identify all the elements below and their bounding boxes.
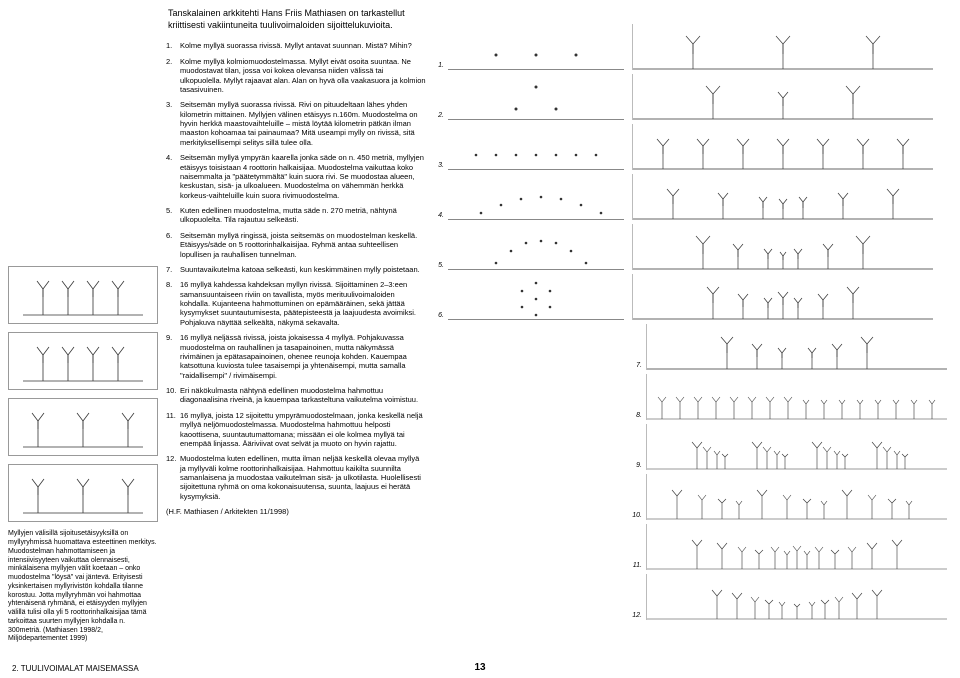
list-item: Muodostelma kuten edellinen, mutta ilman… [166, 454, 426, 501]
fig-number: 11. [632, 561, 642, 570]
elevation-column: 7. 8. // row of 16 small turbines [632, 6, 960, 672]
elev-fig-3 [632, 124, 960, 170]
list-item: 16 myllyä, joista 12 sijoitettu ympyrämu… [166, 411, 426, 449]
fig-number: 1. [434, 61, 444, 70]
elev-row [632, 274, 960, 320]
plan-row: 1. [434, 24, 624, 70]
list-item: 16 myllyä neljässä rivissä, joista jokai… [166, 333, 426, 380]
elev-fig-10 [646, 474, 960, 520]
turbine-row-icon [23, 399, 143, 455]
elev-fig-2 [632, 74, 960, 120]
list-item: Eri näkökulmasta nähtynä edellinen muodo… [166, 386, 426, 405]
plan-fig-2 [448, 74, 624, 120]
turbine-row-icon [23, 465, 143, 521]
fig-number: 7. [632, 361, 642, 370]
sidebar-ill-2 [8, 332, 158, 390]
elev-fig-6 [632, 274, 960, 320]
fig-number: 6. [434, 311, 444, 320]
plan-row: 2. [434, 74, 624, 120]
elev-row: 10. [632, 474, 960, 520]
heading: Tanskalainen arkkitehti Hans Friis Mathi… [166, 8, 426, 31]
list-item: Suuntavaikutelma katoaa selkeästi, kun k… [166, 265, 426, 274]
fig-number: 10. [632, 511, 642, 520]
page: Myllyjen välisillä sijoitusetäisyyksillä… [0, 0, 960, 678]
list-item: Seitsemän myllyä ympyrän kaarella jonka … [166, 153, 426, 200]
plan-fig-1 [448, 24, 624, 70]
list-item: Seitsemän myllyä ringissä, joista seitse… [166, 231, 426, 259]
elev-row [632, 124, 960, 170]
plan-fig-3 [448, 124, 624, 170]
list-item: Seitsemän myllyä suorassa rivissä. Rivi … [166, 100, 426, 147]
elev-fig-1 [632, 24, 960, 70]
plan-row: 3. [434, 124, 624, 170]
sidebar-ill-4 [8, 464, 158, 522]
elev-fig-8: // row of 16 small turbines [646, 374, 960, 420]
plan-diagram-column: 1. 2. 3. 4. 5. [434, 6, 624, 672]
fig-number: 8. [632, 411, 642, 420]
elev-row: 8. // row of 16 small turbines [632, 374, 960, 420]
sidebar-caption: Myllyjen välisillä sijoitusetäisyyksillä… [8, 530, 158, 644]
turbine-row-icon [23, 333, 143, 389]
elev-fig-5 [632, 224, 960, 270]
fig-number: 2. [434, 111, 444, 120]
plan-row: 5. [434, 224, 624, 270]
sidebar: Myllyjen välisillä sijoitusetäisyyksillä… [8, 6, 158, 672]
fig-number: 9. [632, 461, 642, 470]
plan-row: 6. [434, 274, 624, 320]
fig-number: 5. [434, 261, 444, 270]
fig-number: 12. [632, 611, 642, 620]
footer-left: 2. TUULIVOIMALAT MAISEMASSA [12, 664, 139, 674]
plan-fig-5 [448, 224, 624, 270]
elev-row [632, 74, 960, 120]
elev-row: 12. [632, 574, 960, 620]
elev-row: 7. [632, 324, 960, 370]
fig-number: 4. [434, 211, 444, 220]
plan-fig-4 [448, 174, 624, 220]
turbine-row-icon [23, 267, 143, 323]
elev-fig-9 [646, 424, 960, 470]
main-text-column: Tanskalainen arkkitehti Hans Friis Mathi… [166, 6, 426, 672]
plan-row: 4. [434, 174, 624, 220]
list-item: Kolme myllyä suorassa rivissä. Myllyt an… [166, 41, 426, 50]
elev-row [632, 24, 960, 70]
source-citation: (H.F. Mathiasen / Arkitekten 11/1998) [166, 507, 426, 517]
list-item: Kuten edellinen muodostelma, mutta säde … [166, 206, 426, 225]
sidebar-illustrations [8, 266, 158, 522]
elev-fig-11 [646, 524, 960, 570]
elev-fig-4 [632, 174, 960, 220]
elev-row: 9. [632, 424, 960, 470]
numbered-list: Kolme myllyä suorassa rivissä. Myllyt an… [166, 41, 426, 501]
elev-row: 11. [632, 524, 960, 570]
sidebar-ill-1 [8, 266, 158, 324]
list-item: Kolme myllyä kolmiomuodostelmassa. Mylly… [166, 57, 426, 95]
page-number: 13 [474, 661, 485, 674]
plan-fig-6 [448, 274, 624, 320]
elev-row [632, 174, 960, 220]
elev-fig-12 [646, 574, 960, 620]
fig-number: 3. [434, 161, 444, 170]
elev-fig-7 [646, 324, 960, 370]
list-item: 16 myllyä kahdessa kahdeksan myllyn rivi… [166, 280, 426, 327]
sidebar-ill-3 [8, 398, 158, 456]
elev-row [632, 224, 960, 270]
